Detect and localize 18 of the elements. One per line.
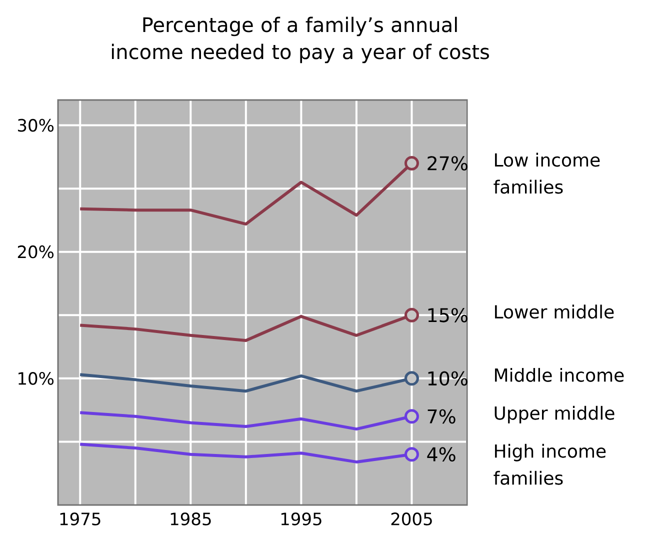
- x-tick-label: 1975: [60, 512, 100, 526]
- y-tick-label: 10%: [18, 372, 54, 385]
- data-label: 4%: [427, 447, 456, 462]
- data-label: 10%: [428, 371, 468, 386]
- y-tick-label: 20%: [18, 245, 54, 258]
- data-label: 15%: [428, 308, 468, 322]
- y-tick-label: 30%: [18, 118, 54, 132]
- x-tick-label: 1995: [281, 512, 322, 526]
- x-tick-label: 2005: [391, 512, 432, 526]
- text: Low income families: [494, 152, 600, 194]
- text: High income families: [494, 444, 606, 485]
- data-label: 7%: [428, 409, 456, 424]
- text: Lower middle: [495, 304, 614, 319]
- data-label: 27%: [428, 156, 468, 170]
- x-tick-label: 1985: [170, 512, 211, 526]
- text: Middle income: [495, 368, 624, 382]
- text: Upper middle: [494, 406, 614, 424]
- chart-title: Percentage of a family’s annual income needed to pay a year of costs: [112, 16, 489, 64]
